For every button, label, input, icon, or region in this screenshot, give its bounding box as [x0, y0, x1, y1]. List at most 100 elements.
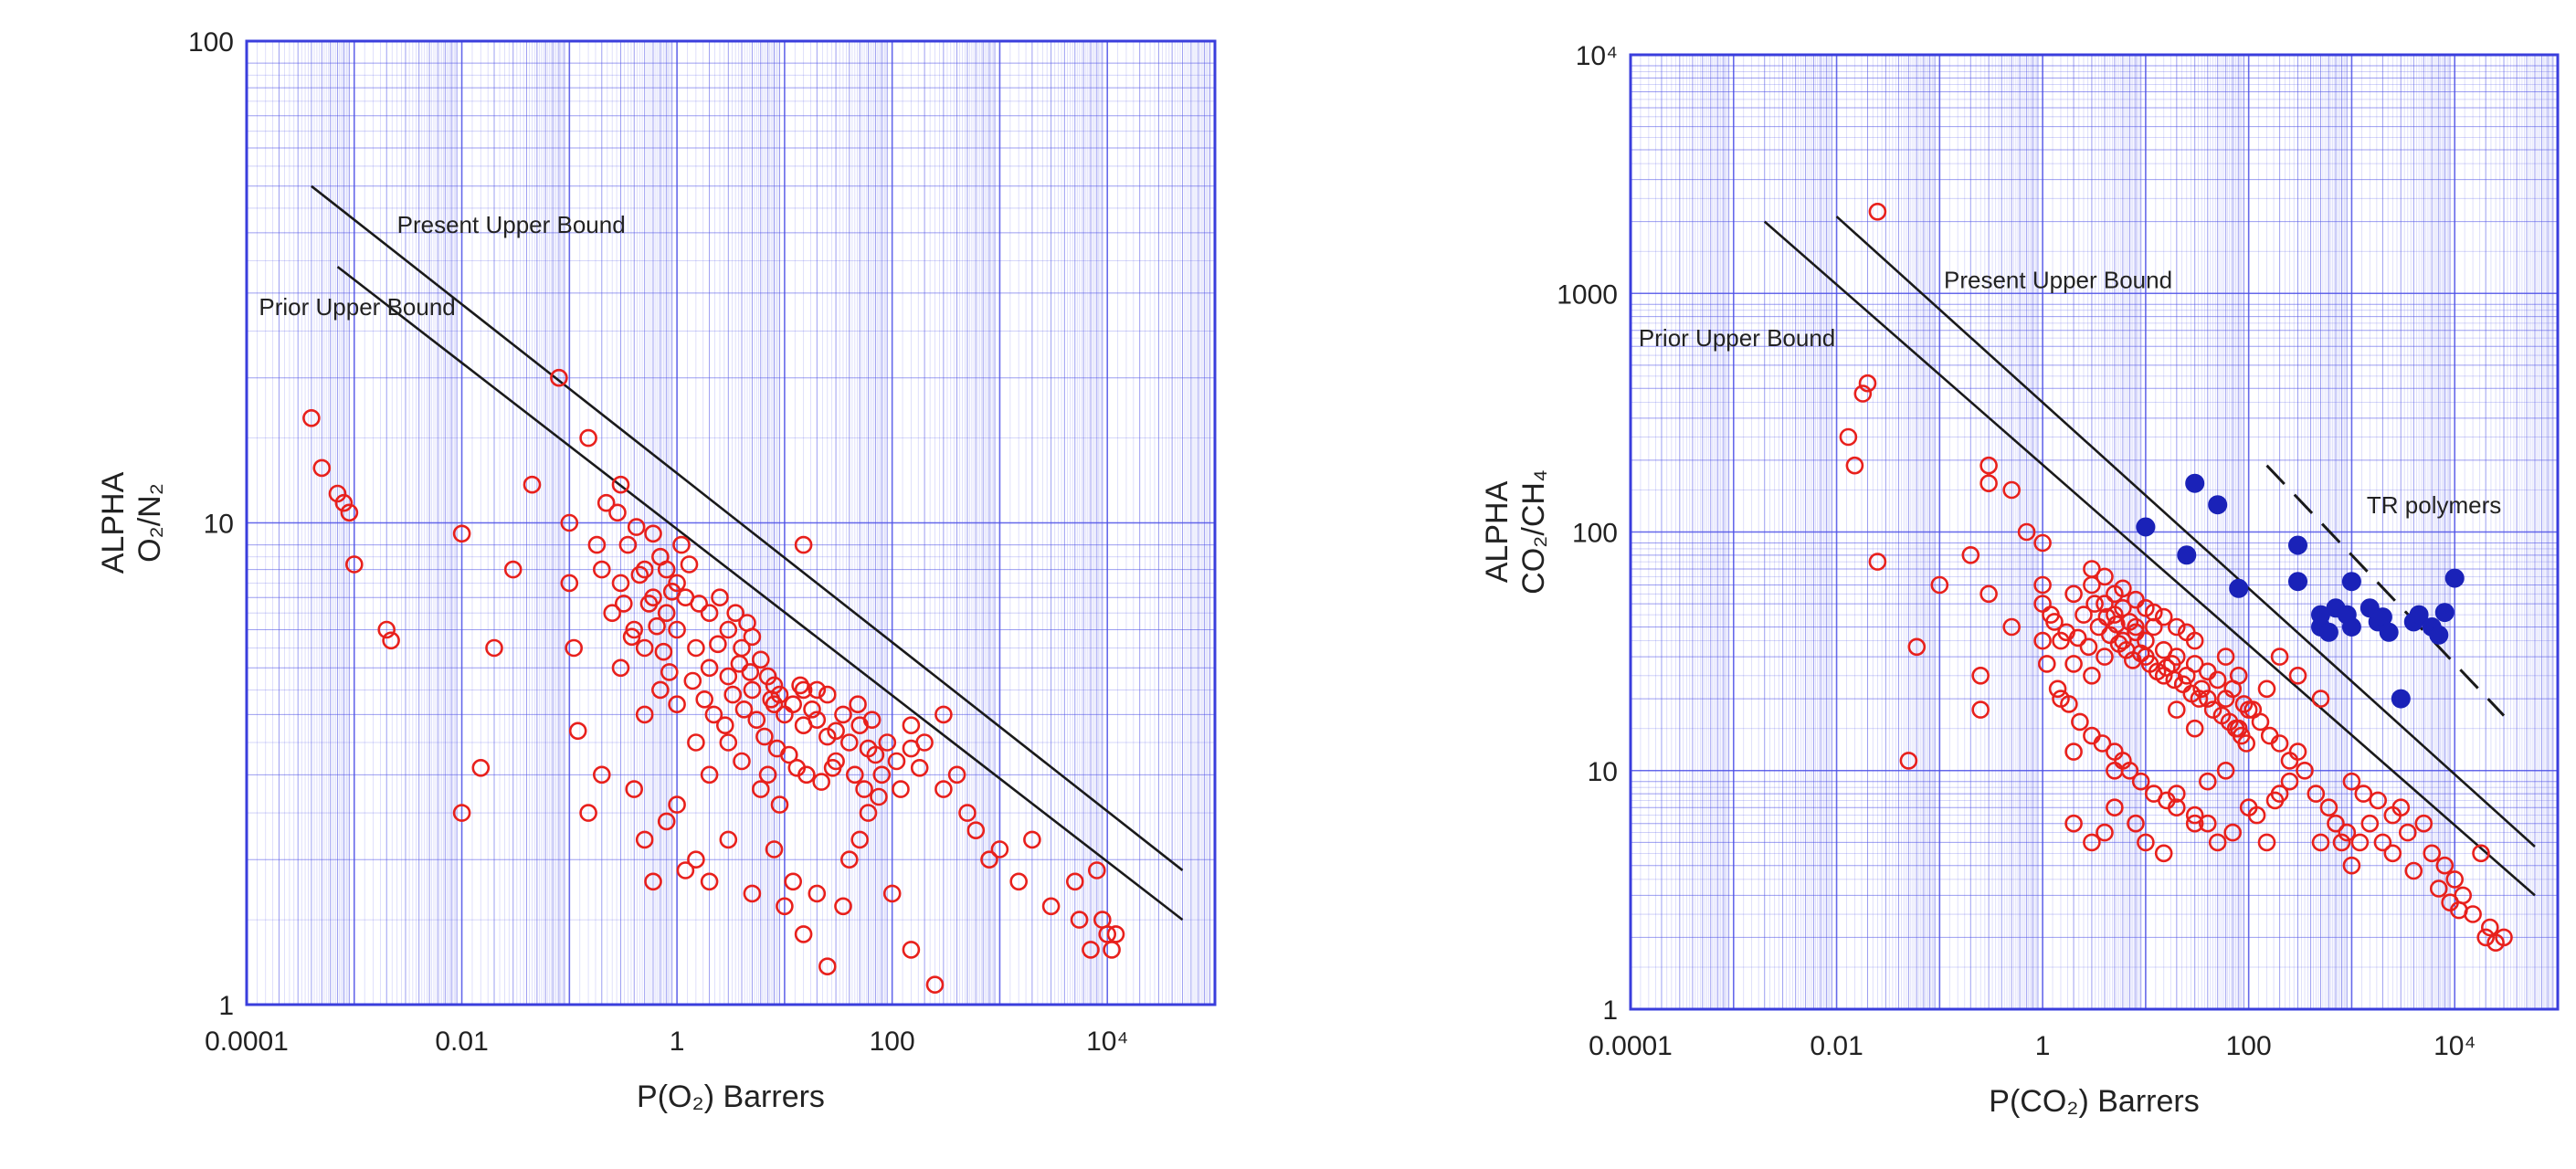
- polymer-data-point: [377, 620, 396, 639]
- polymer-data-point: [2350, 833, 2370, 852]
- polymer-data-point: [2002, 617, 2021, 637]
- chart-2-x-tick-label: 0.0001: [1589, 1031, 1673, 1061]
- polymer-data-point: [611, 574, 630, 593]
- polymer-data-point: [1066, 872, 1084, 891]
- polymer-data-point: [770, 795, 789, 814]
- polymer-data-point: [902, 716, 921, 735]
- polymer-data-point: [344, 555, 364, 574]
- polymer-data-point: [2190, 690, 2209, 708]
- chart-2-annotation-tr-polymers: TR polymers: [2367, 491, 2501, 519]
- chart-2-plot-frame: [1629, 53, 2560, 1011]
- polymer-data-point: [866, 745, 885, 764]
- tr-polymer-point: [2185, 473, 2205, 493]
- polymer-data-point: [2208, 833, 2227, 852]
- polymer-data-point: [657, 812, 676, 831]
- polymer-data-point: [2033, 631, 2052, 650]
- chart-1-annotation-present-upper-bound: Present Upper Bound: [397, 211, 626, 238]
- polymer-data-point: [608, 503, 627, 522]
- polymer-data-point: [579, 428, 597, 448]
- polymer-data-point: [654, 642, 673, 661]
- polymer-data-point: [910, 758, 929, 777]
- polymer-data-point: [2075, 606, 2093, 624]
- polymer-data-point: [872, 765, 892, 785]
- polymer-data-point: [2311, 690, 2330, 708]
- tr-polymer-point: [2391, 689, 2411, 709]
- polymer-data-point: [2430, 879, 2448, 898]
- polymer-data-point: [1930, 575, 1949, 595]
- polymer-data-point: [2192, 679, 2211, 699]
- polymer-data-point: [2435, 856, 2455, 875]
- polymer-data-point: [1868, 553, 1887, 571]
- polymer-data-point: [635, 638, 654, 658]
- polymer-data-point: [770, 685, 789, 704]
- polymer-data-point: [618, 535, 638, 554]
- tr-polymer-point: [2177, 545, 2197, 565]
- polymer-data-point: [471, 758, 491, 777]
- polymer-data-point: [660, 663, 679, 681]
- polymer-data-point: [2154, 607, 2173, 627]
- polymer-data-point: [700, 658, 719, 678]
- chart-1-x-tick-label: 0.01: [435, 1027, 488, 1057]
- polymer-data-point: [630, 565, 649, 584]
- polymer-data-point: [2319, 798, 2338, 817]
- polymer-data-point: [1070, 911, 1089, 929]
- polymer-data-point: [568, 721, 587, 741]
- polymer-data-point: [2332, 833, 2351, 852]
- polymer-data-point: [2199, 690, 2217, 708]
- polymer-data-point: [611, 658, 630, 678]
- polymer-data-point: [808, 711, 827, 730]
- polymer-data-point: [925, 975, 945, 994]
- polymer-data-point: [862, 711, 882, 730]
- polymer-data-point: [651, 680, 670, 700]
- polymer-data-point: [958, 804, 977, 822]
- polymer-data-point: [2208, 670, 2227, 690]
- polymer-data-point: [2017, 522, 2036, 542]
- polymer-data-point: [779, 745, 798, 764]
- chart-2-y-tick-labels: 1 10 100 1000 10⁴: [1557, 41, 1618, 1026]
- chart-2-x-tick-label: 100: [2226, 1031, 2272, 1061]
- chart-2: 0.0001 0.01 1 100 10⁴ 1 10 100 1000 10⁴ …: [1480, 41, 2560, 1119]
- chart-2-y-tick-label: 10: [1588, 757, 1618, 787]
- polymer-data-point: [2045, 613, 2064, 631]
- polymer-data-point: [2185, 814, 2204, 833]
- polymer-data-point: [990, 840, 1009, 858]
- polymer-data-point: [523, 475, 542, 494]
- polymer-data-point: [503, 560, 523, 579]
- polymer-data-point: [683, 671, 702, 690]
- polymer-data-point: [878, 733, 897, 752]
- polymer-data-point: [704, 705, 723, 724]
- polymer-data-point: [2185, 631, 2204, 650]
- polymer-data-point: [818, 957, 837, 975]
- polymer-data-point: [690, 595, 709, 613]
- polymer-data-point: [1980, 456, 1998, 475]
- polymer-data-point: [2399, 823, 2417, 842]
- chart-1-data-points: [302, 368, 1125, 994]
- polymer-data-point: [2423, 844, 2441, 863]
- chart-1-x-tick-label: 100: [870, 1027, 915, 1057]
- polymer-data-point: [579, 804, 597, 822]
- polymer-data-point: [797, 765, 816, 785]
- polymer-data-point: [743, 884, 762, 903]
- polymer-data-point: [622, 627, 641, 647]
- polymer-data-point: [2472, 844, 2490, 863]
- polymer-data-point: [812, 773, 831, 791]
- polymer-data-point: [2064, 742, 2083, 761]
- polymer-data-point: [784, 872, 803, 891]
- chart-1: 0.0001 0.01 1 100 10⁴ 1 10 100 P(O₂) Bar…: [96, 27, 1217, 1114]
- polymer-data-point: [2280, 772, 2299, 791]
- polymer-data-point: [1088, 861, 1106, 879]
- chart-1-y-tick-labels: 1 10 100: [188, 27, 234, 1021]
- bound-line-present-upper-bound: [1835, 216, 2536, 848]
- chart-1-plot-frame: [245, 39, 1217, 1006]
- polymer-data-point: [587, 535, 607, 554]
- polymer-data-point: [719, 830, 738, 849]
- polymer-data-point: [855, 780, 873, 798]
- polymer-data-point: [644, 872, 662, 891]
- polymer-data-point: [2360, 814, 2380, 833]
- polymer-data-point: [803, 700, 821, 719]
- chart-2-x-axis-title: P(CO₂) Barrers: [1989, 1084, 2199, 1119]
- polymer-data-point: [2251, 712, 2270, 732]
- polymer-data-point: [680, 555, 699, 574]
- polymer-data-point: [2114, 598, 2132, 617]
